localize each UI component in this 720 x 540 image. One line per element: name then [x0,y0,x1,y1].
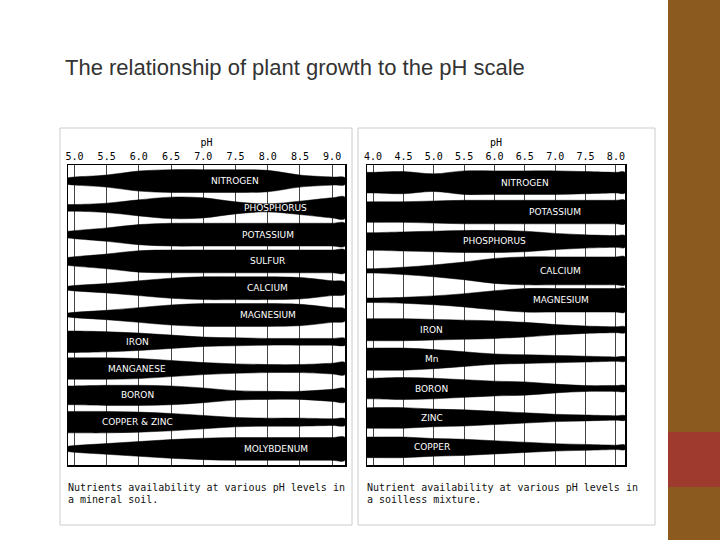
svg-text:MANGANESE: MANGANESE [108,364,166,374]
svg-text:Mn: Mn [425,354,438,364]
svg-text:5.0: 5.0 [425,151,443,162]
svg-text:7.5: 7.5 [577,151,595,162]
svg-text:ZINC: ZINC [421,413,443,423]
svg-text:4.5: 4.5 [394,151,412,162]
html-text:Nutrient availability at vario: Nutrient availability at various pH leve… [367,482,638,505]
svg-text:pH: pH [490,137,502,148]
svg-text:5.5: 5.5 [455,151,473,162]
svg-text:POTASSIUM: POTASSIUM [529,207,581,217]
svg-text:BORON: BORON [121,390,154,400]
svg-text:5.5: 5.5 [98,151,116,162]
svg-text:6.5: 6.5 [516,151,534,162]
svg-text:CALCIUM: CALCIUM [247,283,288,293]
svg-text:pH: pH [200,137,212,148]
svg-text:4.0: 4.0 [364,151,382,162]
svg-text:6.0: 6.0 [485,151,503,162]
svg-text:7.0: 7.0 [546,151,564,162]
svg-text:MAGNESIUM: MAGNESIUM [533,295,589,305]
svg-text:8.0: 8.0 [259,151,277,162]
svg-text:8.0: 8.0 [607,151,625,162]
svg-text:COPPER & ZINC: COPPER & ZINC [102,417,173,427]
svg-text:PHOSPHORUS: PHOSPHORUS [463,236,526,246]
svg-text:CALCIUM: CALCIUM [540,266,581,276]
svg-text:9.0: 9.0 [323,151,341,162]
svg-text:SULFUR: SULFUR [250,256,285,266]
svg-text:8.5: 8.5 [291,151,309,162]
svg-text:6.0: 6.0 [130,151,148,162]
svg-text:IRON: IRON [420,325,443,335]
svg-text:MAGNESIUM: MAGNESIUM [240,310,296,320]
svg-text:PHOSPHORUS: PHOSPHORUS [244,203,307,213]
html-text:Nutrients availability at vari: Nutrients availability at various pH lev… [68,482,345,505]
svg-text:5.0: 5.0 [65,151,83,162]
svg-text:NITROGEN: NITROGEN [211,176,259,186]
svg-text:6.5: 6.5 [162,151,180,162]
svg-text:The relationship of plant grow: The relationship of plant growth to the … [65,55,525,80]
svg-text:7.5: 7.5 [226,151,244,162]
svg-text:NITROGEN: NITROGEN [501,178,549,188]
svg-text:MOLYBDENUM: MOLYBDENUM [244,444,308,454]
svg-text:IRON: IRON [126,337,149,347]
svg-text:POTASSIUM: POTASSIUM [242,230,294,240]
svg-text:7.0: 7.0 [194,151,212,162]
svg-text:COPPER: COPPER [414,442,450,452]
svg-text:BORON: BORON [415,384,448,394]
